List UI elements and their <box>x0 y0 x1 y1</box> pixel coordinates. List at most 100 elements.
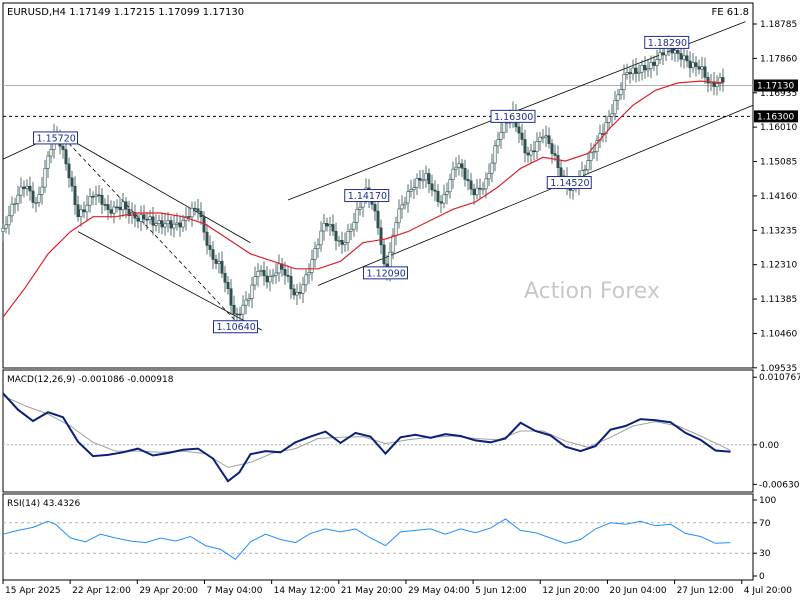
candle-body <box>37 194 41 203</box>
candle-body <box>697 66 701 70</box>
candle-body <box>70 177 74 187</box>
candle-body <box>412 187 416 190</box>
pivot-label-box <box>213 320 258 334</box>
candle-body <box>193 207 197 210</box>
candle-body <box>145 218 149 221</box>
symbol-header: EURUSD,H4 1.17149 1.17215 1.17099 1.1713… <box>7 7 244 18</box>
candle-body <box>64 149 68 165</box>
time-tick-label: 14 May 12:00 <box>274 586 336 596</box>
pivot-label: 1.16300 <box>494 112 533 123</box>
candle-body <box>529 150 533 156</box>
candle-body <box>163 223 167 228</box>
candle-body <box>376 210 380 229</box>
candle-body <box>295 292 299 296</box>
candle-body <box>589 152 593 161</box>
price-tick-label: 1.11385 <box>760 295 797 305</box>
candle-body <box>271 274 275 277</box>
candle-body <box>268 276 272 283</box>
candle-body <box>304 274 308 286</box>
macd-panel[interactable] <box>2 369 754 493</box>
candle-body <box>391 235 395 253</box>
candle-body <box>619 89 623 96</box>
pivot-label: 1.18290 <box>648 38 687 49</box>
candle-body <box>445 191 449 195</box>
rsi-panel[interactable] <box>2 493 754 581</box>
rsi-tick-label: 0 <box>759 572 765 582</box>
pivot-label: 1.15720 <box>37 133 76 144</box>
rsi-title: RSI(14) 43.4326 <box>7 499 80 509</box>
candle-body <box>286 274 290 277</box>
candle-body <box>25 185 29 189</box>
macd-tick-label: 0.00 <box>759 441 779 451</box>
time-tick-label: 27 Jun 12:00 <box>677 586 734 596</box>
candle-body <box>478 187 482 190</box>
candle-body <box>538 136 542 142</box>
candle-body <box>397 208 401 224</box>
candle-body <box>520 132 524 140</box>
candle-body <box>217 261 221 264</box>
price-panel[interactable] <box>2 2 754 369</box>
candle-body <box>340 240 344 245</box>
candle-body <box>100 195 104 205</box>
candle-body <box>700 66 704 70</box>
candle-body <box>256 270 260 277</box>
candle-body <box>190 207 194 218</box>
time-tick-label: 5 Jun 12:00 <box>475 586 527 596</box>
candle-body <box>328 224 332 227</box>
candle-body <box>289 276 293 290</box>
candle-body <box>115 206 119 209</box>
candle-body <box>652 61 656 66</box>
candle-body <box>31 190 35 203</box>
pivot-label: 1.10640 <box>217 322 256 333</box>
candle-body <box>1 227 5 232</box>
candle-body <box>643 65 647 71</box>
candle-body <box>319 230 323 246</box>
price-level-tag <box>754 110 798 123</box>
candle-body <box>151 216 155 226</box>
candle-body <box>475 187 479 196</box>
candle-body <box>640 65 644 73</box>
candle-body <box>154 223 158 226</box>
candle-body <box>307 272 311 276</box>
candle-body <box>106 204 110 211</box>
candle-body <box>40 186 44 195</box>
candle-body <box>121 201 125 211</box>
macd-tick-label: 0.010767 <box>759 373 800 383</box>
candle-body <box>232 304 236 315</box>
macd-title: MACD(12,26,9) -0.001086 -0.000918 <box>7 375 174 385</box>
candle-body <box>526 152 530 156</box>
fe-indicator-tag: FE 61.8 <box>711 7 749 18</box>
candle-body <box>301 284 305 294</box>
candle-body <box>109 209 113 214</box>
candle-body <box>430 183 434 191</box>
candle-body <box>175 222 179 225</box>
candle-body <box>409 189 413 192</box>
price-tick-label: 1.09535 <box>760 364 797 374</box>
candle-body <box>436 190 440 202</box>
candle-body <box>187 216 191 218</box>
candle-body <box>415 178 419 188</box>
price-tick-label: 1.13235 <box>760 226 797 236</box>
candle-body <box>466 179 470 182</box>
candle-body <box>136 217 140 222</box>
candle-body <box>406 191 410 204</box>
candle-body <box>628 72 632 75</box>
candle-body <box>631 67 635 75</box>
candle-body <box>517 126 521 134</box>
time-tick-label: 7 May 04:00 <box>206 586 262 596</box>
candle-body <box>220 261 224 274</box>
candle-body <box>124 201 128 210</box>
candle-body <box>343 242 347 245</box>
candle-body <box>472 188 476 196</box>
candle-body <box>622 74 626 90</box>
candle-body <box>553 153 557 156</box>
pivot-label-box <box>490 109 536 123</box>
candle-body <box>634 67 638 74</box>
candle-body <box>502 121 506 133</box>
candle-body <box>403 202 407 206</box>
candle-body <box>433 189 437 192</box>
candle-body <box>49 149 53 157</box>
candle-body <box>181 220 185 228</box>
candle-body <box>490 162 494 174</box>
